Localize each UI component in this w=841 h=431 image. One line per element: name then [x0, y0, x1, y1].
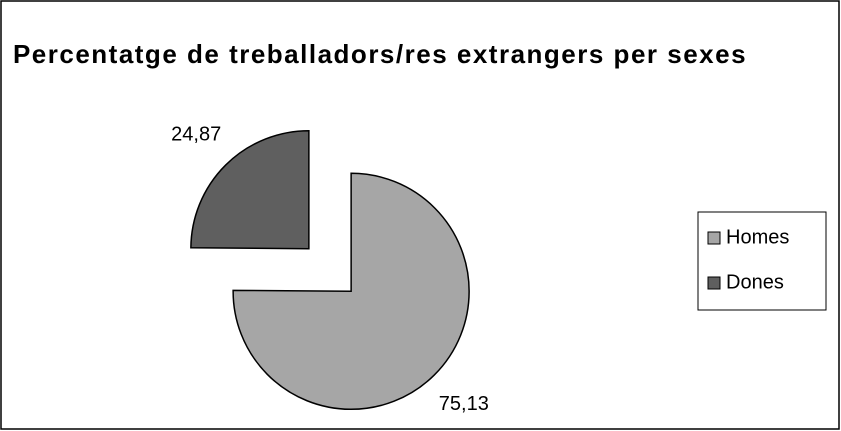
pie-slice — [232, 172, 470, 411]
data-label: 75,13 — [439, 393, 489, 415]
legend-box — [697, 211, 827, 311]
data-label: 24,87 — [171, 123, 221, 145]
legend-swatch — [707, 276, 721, 290]
legend-label: Dones — [726, 271, 784, 293]
legend-swatch — [707, 231, 721, 245]
pie-slice — [190, 129, 310, 250]
chart-title: Percentatge de treballadors/res extrange… — [12, 39, 748, 69]
legend-label: Homes — [726, 226, 789, 248]
